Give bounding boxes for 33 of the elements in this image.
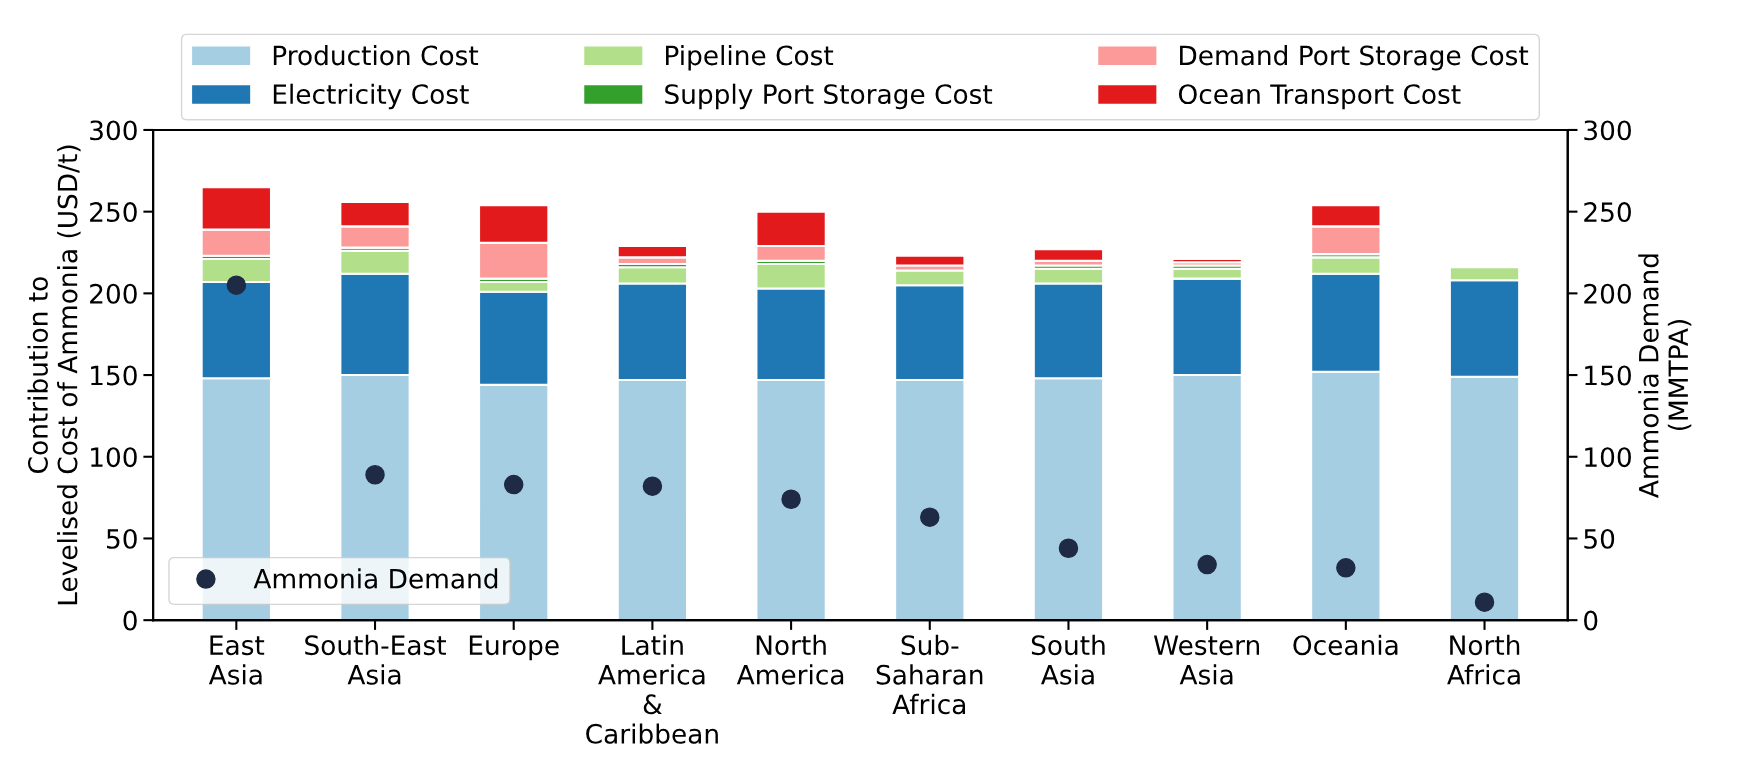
legend-label: Demand Port Storage Cost [1180,44,1529,71]
legend-label: Ocean Transport Cost [1178,84,1461,110]
x-tick-label: South-East Asia [305,634,446,685]
legend-label: Pipeline Cost [666,44,834,71]
y-tick-label: 50 [106,528,137,549]
x-tick-label: Oceania [1293,634,1398,656]
x-tick-label: Europe [469,635,559,661]
y2-tick-label: 200 [1584,283,1631,304]
y-tick-label: 200 [90,283,137,304]
y-tick-label: 300 [90,120,137,141]
y-tick-label: 250 [90,202,137,223]
y-tick-label: 100 [91,447,137,468]
y2-tick-label: 0 [1584,610,1598,631]
x-tick-label: East Asia [208,635,265,685]
x-tick-label: Sub- Saharan Africa [876,634,983,715]
y2-axis-title: Ammonia Demand (MMTPA) [1638,254,1692,498]
y2-tick-label: 150 [1585,365,1631,386]
y2-tick-label: 50 [1584,528,1615,549]
y2-tick-label: 300 [1584,120,1631,141]
y2-tick-label: 100 [1585,447,1631,468]
x-tick-label: Western Asia [1153,635,1260,685]
legend-label: Supply Port Storage Cost [665,83,993,110]
y-tick-label: 0 [123,610,137,631]
legend-label: Production Cost [273,44,479,66]
x-tick-label: South Asia [1031,634,1105,685]
x-tick-label: Latin America & Caribbean [586,634,718,744]
legend-label: Electricity Cost [273,83,469,110]
x-tick-label: North America [736,634,844,685]
y2-tick-label: 250 [1584,202,1631,223]
y-axis-title: Contribution to Levelised Cost of Ammonia (USD/t) [27,145,81,605]
legend-label: Ammonia Demand [253,568,498,589]
y-tick-label: 150 [91,365,137,386]
x-tick-label: North Africa [1447,634,1520,685]
